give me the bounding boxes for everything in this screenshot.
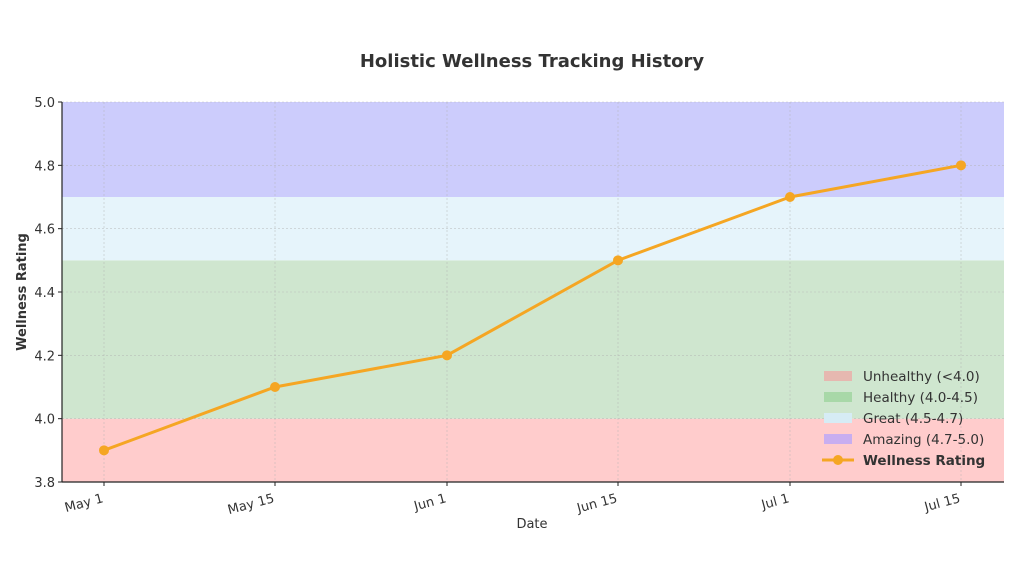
legend-item: Amazing (4.7-5.0)	[863, 432, 984, 448]
x-tick-label: Jun 1	[412, 491, 448, 514]
legend: Unhealthy (<4.0) Healthy (4.0-4.5) Great (…	[822, 369, 985, 469]
x-tick-label: May 1	[63, 491, 105, 516]
y-tick-label: 3.8	[34, 476, 55, 491]
x-tick-label: Jun 15	[575, 491, 619, 516]
data-point	[613, 255, 623, 266]
legend-item: Healthy (4.0-4.5)	[863, 390, 978, 406]
y-tick-label: 4.4	[34, 286, 55, 301]
y-axis-label: Wellness Rating	[15, 233, 30, 351]
data-point	[785, 192, 795, 202]
x-tick-label: May 15	[226, 491, 276, 518]
y-tick-label: 4.0	[34, 413, 55, 428]
legend-item: Wellness Rating	[863, 453, 985, 469]
chart-title: Holistic Wellness Tracking History	[360, 51, 705, 72]
x-tick-label: Jul 1	[759, 491, 791, 513]
data-point	[270, 382, 280, 392]
x-axis-ticks: May 1 May 15 Jun 1 Jun 15 Jul 1 Jul 15	[63, 482, 962, 518]
y-axis-ticks: 3.8 4.0 4.2 4.4 4.6 4.8 5.0	[34, 96, 62, 491]
data-point	[442, 350, 452, 361]
x-tick-label: Jul 15	[922, 491, 962, 515]
band-3	[62, 102, 1004, 197]
y-tick-label: 5.0	[34, 96, 55, 111]
x-axis-label: Date	[516, 517, 547, 532]
y-tick-label: 4.6	[34, 223, 55, 238]
band-0	[62, 418, 1004, 482]
rating-bands	[62, 102, 1004, 482]
legend-item: Unhealthy (<4.0)	[863, 369, 980, 385]
y-tick-label: 4.2	[34, 349, 55, 364]
data-point	[99, 445, 109, 456]
data-point	[956, 160, 966, 171]
wellness-rating-line	[99, 160, 966, 456]
legend-item: Great (4.5-4.7)	[863, 411, 963, 427]
y-tick-label: 4.8	[34, 159, 55, 174]
